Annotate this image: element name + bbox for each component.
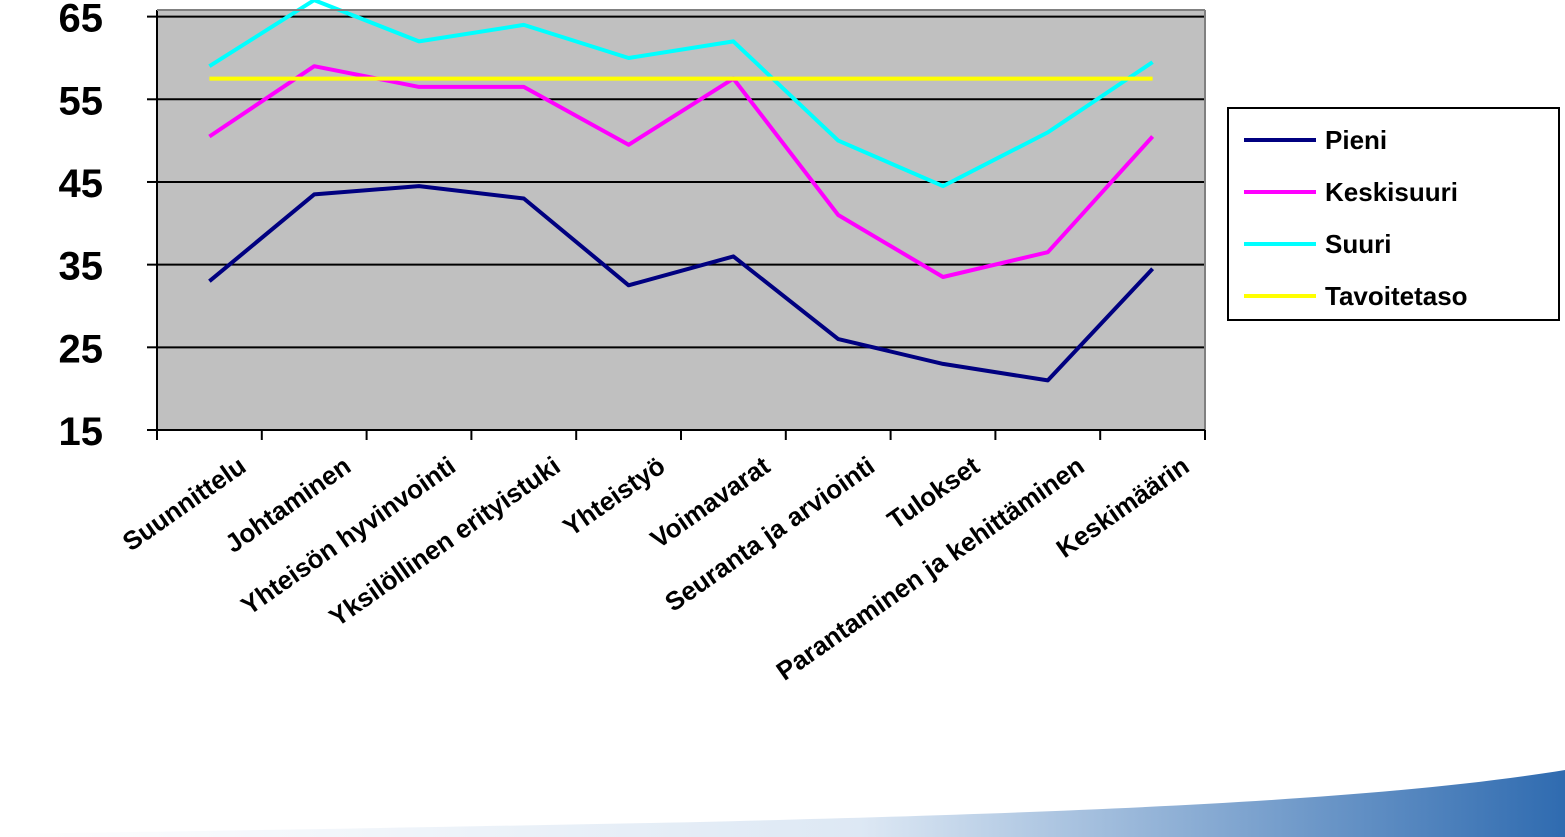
y-tick-label: 25: [59, 327, 104, 371]
legend-box: [1227, 107, 1560, 321]
legend-label-2: Keskisuuri: [1325, 177, 1458, 207]
y-tick-label: 55: [59, 79, 104, 123]
series-line-3: [208, 0, 1154, 189]
legend-label-1: Pieni: [1325, 125, 1387, 155]
y-tick-label: 45: [59, 162, 104, 206]
legend-label-3: Suuri: [1325, 229, 1391, 259]
y-tick-labels: 15 25 35 45 55 65: [59, 0, 104, 454]
plot-area: [157, 10, 1205, 430]
y-tick-label: 65: [59, 0, 104, 41]
series-line-1: [208, 184, 1155, 383]
y-tick-label: 15: [59, 410, 104, 454]
decorative-swoosh: [0, 770, 1565, 837]
axes: [147, 9, 1206, 440]
gridlines: [157, 15, 1205, 349]
y-tick-label: 35: [59, 245, 104, 289]
legend: Pieni Keskisuuri Suuri Tavoitetaso: [1227, 107, 1560, 321]
series-line-2: [208, 64, 1155, 279]
series-lines: [208, 0, 1155, 383]
legend-label-4: Tavoitetaso: [1325, 281, 1468, 311]
